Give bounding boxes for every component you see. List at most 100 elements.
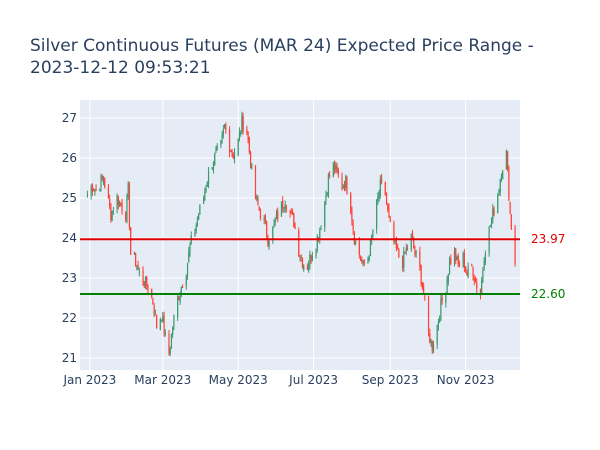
candle	[86, 190, 89, 198]
candle	[474, 276, 477, 283]
candle	[332, 161, 334, 178]
x-tick-label-1: Mar 2023	[134, 373, 191, 387]
candle	[222, 124, 224, 139]
candle	[185, 274, 187, 290]
candle	[280, 201, 283, 217]
candle	[514, 224, 516, 267]
candle	[367, 256, 369, 264]
y-tick-label-2: 23	[62, 271, 77, 285]
candle	[410, 233, 412, 252]
candle-body	[415, 252, 417, 254]
candle-body	[467, 266, 469, 278]
candle	[293, 212, 295, 228]
candle-body	[389, 218, 391, 222]
candle-body	[126, 195, 128, 222]
candle	[502, 169, 504, 180]
candle-body	[306, 266, 309, 270]
candle	[500, 173, 503, 182]
chart-title-line-2: 2023-12-12 09:53:21	[30, 58, 211, 78]
candle-body	[127, 183, 129, 198]
candle-body	[311, 255, 313, 262]
candle	[456, 255, 458, 261]
candle	[94, 188, 96, 196]
candle	[242, 112, 244, 135]
candle-body	[427, 296, 430, 332]
candle-body	[268, 240, 270, 247]
candle-body	[237, 139, 239, 155]
candle-body	[401, 255, 404, 268]
candle-body	[327, 174, 330, 196]
candle-body	[146, 277, 148, 286]
reference-lines: 23.97 22.60	[80, 232, 565, 301]
candle	[110, 203, 112, 223]
candle	[398, 248, 400, 259]
candle-body	[162, 316, 164, 321]
candle	[325, 190, 327, 205]
candle-body	[285, 205, 288, 209]
candle	[301, 257, 304, 269]
y-axis-ticks: 21 22 23 24 25 26 27	[62, 111, 77, 365]
candle-body	[94, 189, 96, 193]
candle-body	[385, 193, 388, 204]
candle-body	[387, 204, 389, 210]
candle	[133, 251, 135, 255]
candle	[430, 338, 432, 347]
candle-body	[350, 193, 352, 213]
candle	[335, 161, 337, 173]
candle-body	[440, 299, 442, 319]
candle-body	[185, 276, 187, 287]
candle-body	[159, 319, 161, 330]
candle-body	[109, 198, 111, 206]
candle-body	[411, 232, 414, 240]
candle-body	[177, 295, 179, 318]
candle	[207, 167, 210, 189]
candle-body	[352, 223, 354, 231]
candle-body	[91, 184, 93, 192]
candle	[298, 227, 300, 257]
candle-body	[173, 315, 175, 327]
candle	[126, 193, 128, 224]
candle	[232, 152, 234, 160]
candle-body	[447, 274, 449, 282]
candle	[436, 324, 438, 350]
candle	[488, 226, 490, 257]
candle	[202, 195, 205, 205]
candle	[225, 122, 227, 134]
candle-body	[152, 299, 154, 305]
candle-body	[186, 263, 189, 276]
candle-body	[259, 210, 262, 219]
candle	[173, 314, 175, 330]
candle	[211, 167, 213, 170]
candle-body	[472, 266, 474, 278]
candle-body	[189, 243, 191, 253]
candle	[204, 187, 206, 202]
candle-body	[117, 195, 119, 206]
candle	[372, 229, 374, 239]
candle	[172, 326, 174, 339]
candle-body	[277, 211, 279, 219]
candle-body	[144, 276, 147, 287]
candle-body	[398, 248, 400, 257]
candle	[231, 148, 233, 158]
candle-body	[153, 305, 155, 315]
candle-body	[445, 292, 447, 304]
candle-body	[325, 195, 327, 202]
candle-body	[419, 250, 421, 267]
candle-body	[207, 170, 210, 185]
candle	[329, 171, 331, 179]
candle	[215, 146, 217, 154]
x-tick-label-0: Jan 2023	[62, 373, 116, 387]
candle-body	[368, 256, 370, 261]
candle	[483, 257, 485, 271]
candle	[246, 125, 248, 136]
candle-body	[336, 167, 338, 171]
candle-body	[316, 236, 318, 249]
candle	[385, 192, 388, 206]
candle	[414, 245, 416, 258]
candle	[498, 188, 500, 196]
candle	[471, 263, 473, 267]
candle	[144, 276, 147, 290]
candle	[290, 208, 292, 215]
candle-body	[326, 192, 328, 194]
candle	[188, 247, 190, 263]
